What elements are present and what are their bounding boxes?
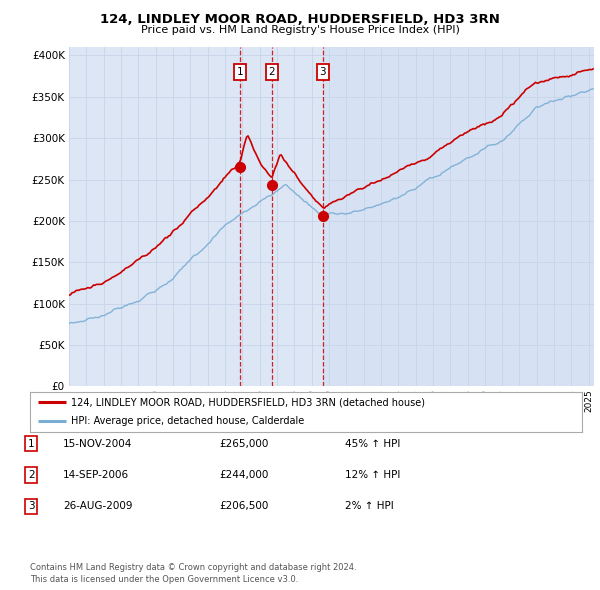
Text: Contains HM Land Registry data © Crown copyright and database right 2024.
This d: Contains HM Land Registry data © Crown c… [30,563,356,584]
Text: 3: 3 [320,67,326,77]
Text: 2% ↑ HPI: 2% ↑ HPI [345,502,394,511]
Text: 26-AUG-2009: 26-AUG-2009 [63,502,133,511]
Text: 2: 2 [28,470,35,480]
Text: 1: 1 [237,67,244,77]
Text: 3: 3 [28,502,35,511]
Text: 12% ↑ HPI: 12% ↑ HPI [345,470,400,480]
Text: Price paid vs. HM Land Registry's House Price Index (HPI): Price paid vs. HM Land Registry's House … [140,25,460,35]
Text: £244,000: £244,000 [219,470,268,480]
Text: 45% ↑ HPI: 45% ↑ HPI [345,439,400,448]
Text: £265,000: £265,000 [219,439,268,448]
Text: 2: 2 [269,67,275,77]
Text: £206,500: £206,500 [219,502,268,511]
Text: 15-NOV-2004: 15-NOV-2004 [63,439,133,448]
Text: 124, LINDLEY MOOR ROAD, HUDDERSFIELD, HD3 3RN: 124, LINDLEY MOOR ROAD, HUDDERSFIELD, HD… [100,13,500,26]
Bar [323,47,594,386]
Text: 1: 1 [28,439,35,448]
Text: HPI: Average price, detached house, Calderdale: HPI: Average price, detached house, Cald… [71,417,305,427]
Text: 124, LINDLEY MOOR ROAD, HUDDERSFIELD, HD3 3RN (detached house): 124, LINDLEY MOOR ROAD, HUDDERSFIELD, HD… [71,397,425,407]
Text: 14-SEP-2006: 14-SEP-2006 [63,470,129,480]
